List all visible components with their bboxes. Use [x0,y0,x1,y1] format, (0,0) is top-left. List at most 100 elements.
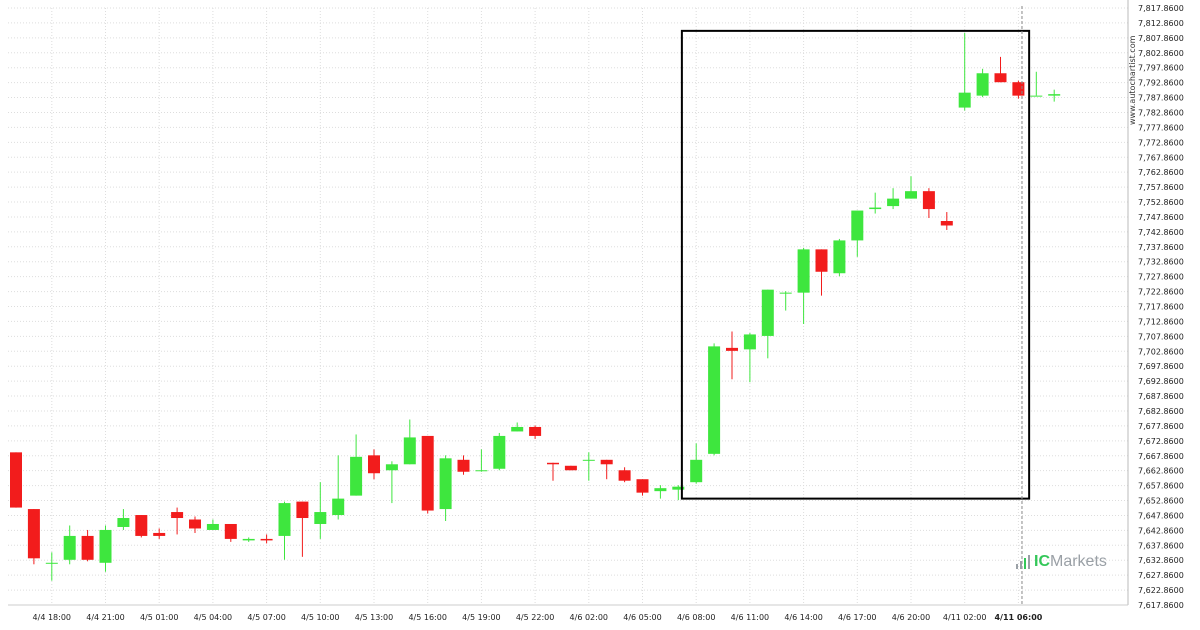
y-tick-label: 7,632.8600 [1138,556,1184,565]
candle-body [672,486,685,490]
candle-body [224,523,237,539]
x-tick-label: 4/5 19:00 [462,613,500,622]
x-tick-label: 4/6 02:00 [570,613,608,622]
x-tick-label: 4/5 07:00 [247,613,285,622]
brand-prefix: IC [1034,553,1050,570]
candle-body [368,455,380,474]
y-tick-label: 7,812.8600 [1138,19,1184,28]
y-tick-label: 7,707.8600 [1138,332,1184,341]
x-tick-label: 4/5 04:00 [194,613,232,622]
overlay [680,6,1031,605]
candle-body [421,435,434,511]
y-tick-label: 7,697.8600 [1138,362,1184,371]
x-tick-label: 4/6 08:00 [677,613,715,622]
candle-body [600,459,613,465]
candle-body [708,346,721,454]
candle-body [1012,82,1025,96]
y-tick-label: 7,772.8600 [1138,138,1184,147]
candle-body [206,523,219,530]
candle-body [726,347,738,351]
candle-body [851,210,864,241]
x-axis: 4/4 18:00 4/4 21:00 4/5 01:00 4/5 04:00 4/5 … [8,604,1128,622]
candle-body [135,515,148,536]
candle-body [958,92,971,108]
candle-body [278,503,291,536]
candle-body [45,562,58,564]
candle-body [940,221,953,226]
candle-body [457,459,470,472]
candle-body [385,464,398,471]
x-tick-label: 4/4 21:00 [86,613,124,622]
y-tick-label: 7,692.8600 [1138,377,1184,386]
candle-body [564,465,577,471]
candle-body [63,535,76,560]
brand-logo: IC Markets [1016,553,1107,571]
candle-body [994,73,1007,83]
candle-body [99,529,112,563]
y-tick-label: 7,627.8600 [1138,571,1184,580]
y-tick-label: 7,752.8600 [1138,198,1184,207]
y-tick-label: 7,722.8600 [1138,288,1184,297]
y-tick-label: 7,817.8600 [1138,4,1184,13]
y-tick-label: 7,797.8600 [1138,64,1184,73]
grid-lines [8,7,1128,606]
x-tick-label: 4/6 14:00 [784,613,822,622]
y-tick-label: 7,677.8600 [1138,422,1184,431]
pattern-highlight-box [680,29,1031,500]
y-tick-label: 7,712.8600 [1138,317,1184,326]
y-tick-label: 7,757.8600 [1138,183,1184,192]
candle-body [976,73,989,96]
y-tick-label: 7,617.8600 [1138,601,1184,610]
candle-body [529,426,542,436]
y-tick-label: 7,652.8600 [1138,497,1184,506]
candle-body [171,512,184,519]
y-tick-label: 7,807.8600 [1138,34,1184,43]
candle-body [654,488,667,492]
y-tick-label: 7,667.8600 [1138,452,1184,461]
y-tick-label: 7,682.8600 [1138,407,1184,416]
candle-body [779,292,792,294]
candles [10,32,1061,581]
candle-body [690,459,703,483]
x-tick-label: 4/6 05:00 [623,613,661,622]
candle-body [797,249,810,293]
candle-body [922,191,935,210]
y-tick-label: 7,802.8600 [1138,49,1184,58]
watermark-text: www.autochartist.com [1128,35,1137,125]
y-axis: 7,617.8600 7,622.8600 7,627.8600 7,632.8600… [1127,0,1184,610]
candle-body [475,470,488,472]
x-tick-label: 4/11 06:00 [994,613,1042,622]
candle-body [81,535,94,560]
candle-body [1030,95,1043,97]
x-tick-label: 4/5 16:00 [408,613,446,622]
y-tick-label: 7,787.8600 [1138,94,1184,103]
y-tick-label: 7,742.8600 [1138,228,1184,237]
y-tick-label: 7,782.8600 [1138,108,1184,117]
x-tick-label: 4/4 18:00 [33,613,71,622]
candle-body [314,512,327,524]
candle-body [332,498,345,516]
candle-body [10,452,22,508]
y-tick-label: 7,762.8600 [1138,168,1184,177]
candle-body [27,509,40,559]
x-tick-label: 4/5 10:00 [301,613,339,622]
x-tick-label: 4/5 22:00 [516,613,554,622]
icmarkets-logo-icon [1016,555,1030,569]
y-tick-label: 7,777.8600 [1138,123,1184,132]
x-tick-label: 4/11 02:00 [943,613,987,622]
candle-body [117,518,130,527]
y-tick-label: 7,747.8600 [1138,213,1184,222]
x-tick-label: 4/5 01:00 [140,613,178,622]
candle-body [493,435,506,469]
y-tick-label: 7,792.8600 [1138,79,1184,88]
candle-body [582,459,595,461]
candle-body [815,249,828,272]
x-tick-label: 4/5 13:00 [355,613,393,622]
y-tick-label: 7,727.8600 [1138,273,1184,282]
y-tick-label: 7,672.8600 [1138,437,1184,446]
x-tick-label: 4/6 20:00 [892,613,930,622]
candle-body [189,519,201,529]
candle-body [403,437,416,465]
y-tick-label: 7,767.8600 [1138,153,1184,162]
